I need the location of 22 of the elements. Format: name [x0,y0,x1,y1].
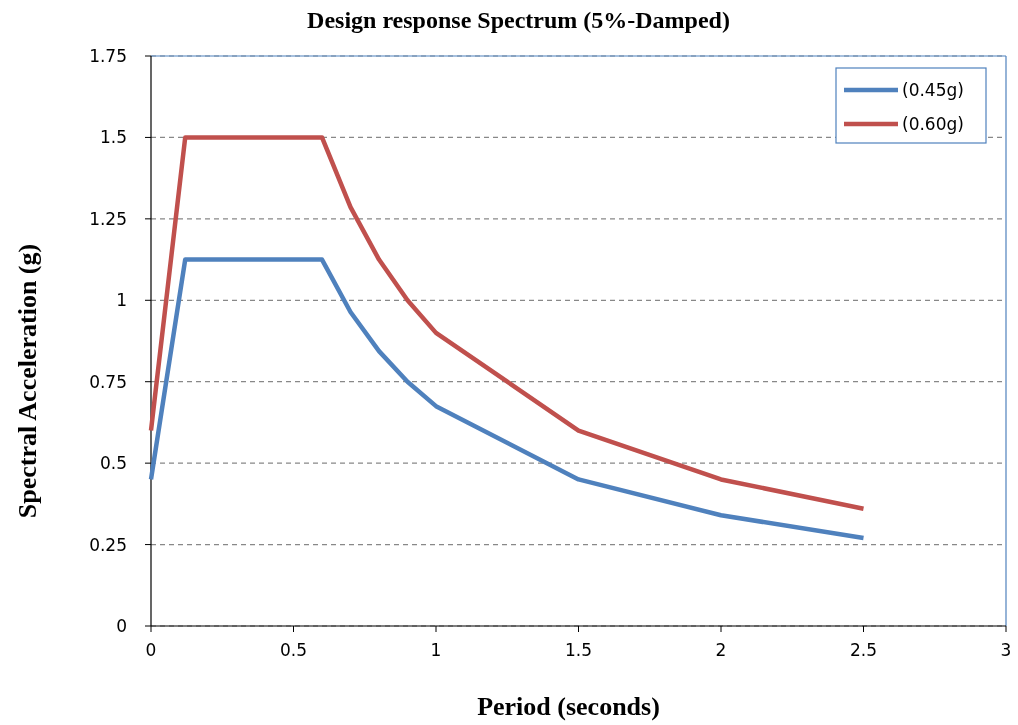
x-tick-label: 1 [430,640,442,660]
y-tick-label: 1.25 [89,208,127,229]
y-tick-label: 1.5 [99,127,127,148]
x-tick-label: 1.5 [564,640,593,660]
line-series [148,257,866,541]
y-tick-label: 0 [116,616,127,636]
x-tick-label: 0.5 [279,640,308,660]
line-series [148,135,866,511]
y-tick-label: 1 [116,290,127,311]
y-axis-title: Spectral Acceleration (g) [13,243,42,519]
x-axis-title: Period (seconds) [477,692,660,721]
legend-label: (0.60g) [902,114,964,134]
legend-label: (0.45g) [902,80,964,100]
y-tick-label: 0.25 [89,534,127,555]
x-tick-label: 3 [1000,640,1012,660]
chart-title: Design response Spectrum (5%-Damped) [307,7,730,33]
x-tick-label: 2 [715,640,727,660]
x-tick-label: 0 [145,640,157,660]
x-tick-label: 2.5 [849,640,878,660]
y-tick-label: 0.5 [99,453,127,474]
y-tick-label: 1.75 [89,46,127,66]
y-tick-label: 0.75 [89,371,127,392]
